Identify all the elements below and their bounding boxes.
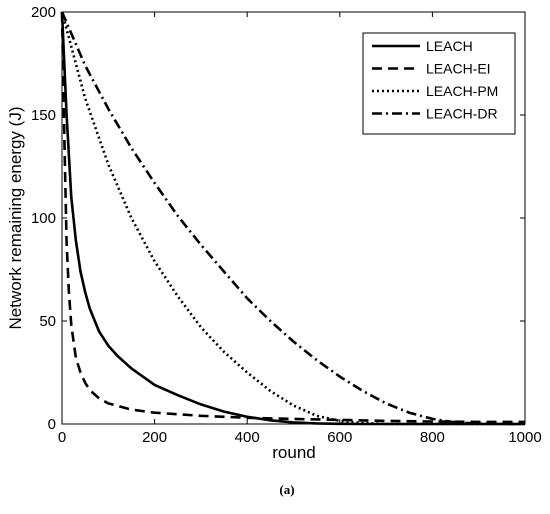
tick-layer: 0 200 400 600 800 1000 0 50 100 150 200 [31, 4, 542, 446]
legend-label-leach-pm: LEACH-PM [426, 83, 498, 99]
series-layer [60, 11, 525, 426]
legend-label-leach-dr: LEACH-DR [426, 106, 498, 122]
legend-label-leach: LEACH [426, 38, 473, 54]
y-tick-label: 100 [31, 210, 56, 227]
x-tick-label: 400 [235, 429, 260, 446]
legend: LEACH LEACH-EI LEACH-PM LEACH-DR [362, 32, 516, 135]
figure-caption: (a) [279, 482, 294, 497]
x-tick-label: 200 [142, 429, 167, 446]
legend-label-leach-ei: LEACH-EI [426, 61, 491, 77]
y-tick-label: 50 [39, 313, 56, 330]
x-tick-label: 600 [327, 429, 352, 446]
legend-box [362, 32, 516, 135]
x-tick-label: 0 [58, 429, 66, 446]
x-tick-label: 1000 [508, 429, 541, 446]
y-axis-title: Network remaining energy (J) [6, 107, 25, 330]
series-line-leach-dr [60, 11, 525, 426]
x-axis-title: round [272, 443, 315, 462]
y-tick-label: 150 [31, 107, 56, 124]
series-line-leach-ei [60, 11, 525, 424]
y-tick-label: 200 [31, 4, 56, 21]
x-tick-label: 800 [420, 429, 445, 446]
y-tick-label: 0 [48, 416, 56, 433]
